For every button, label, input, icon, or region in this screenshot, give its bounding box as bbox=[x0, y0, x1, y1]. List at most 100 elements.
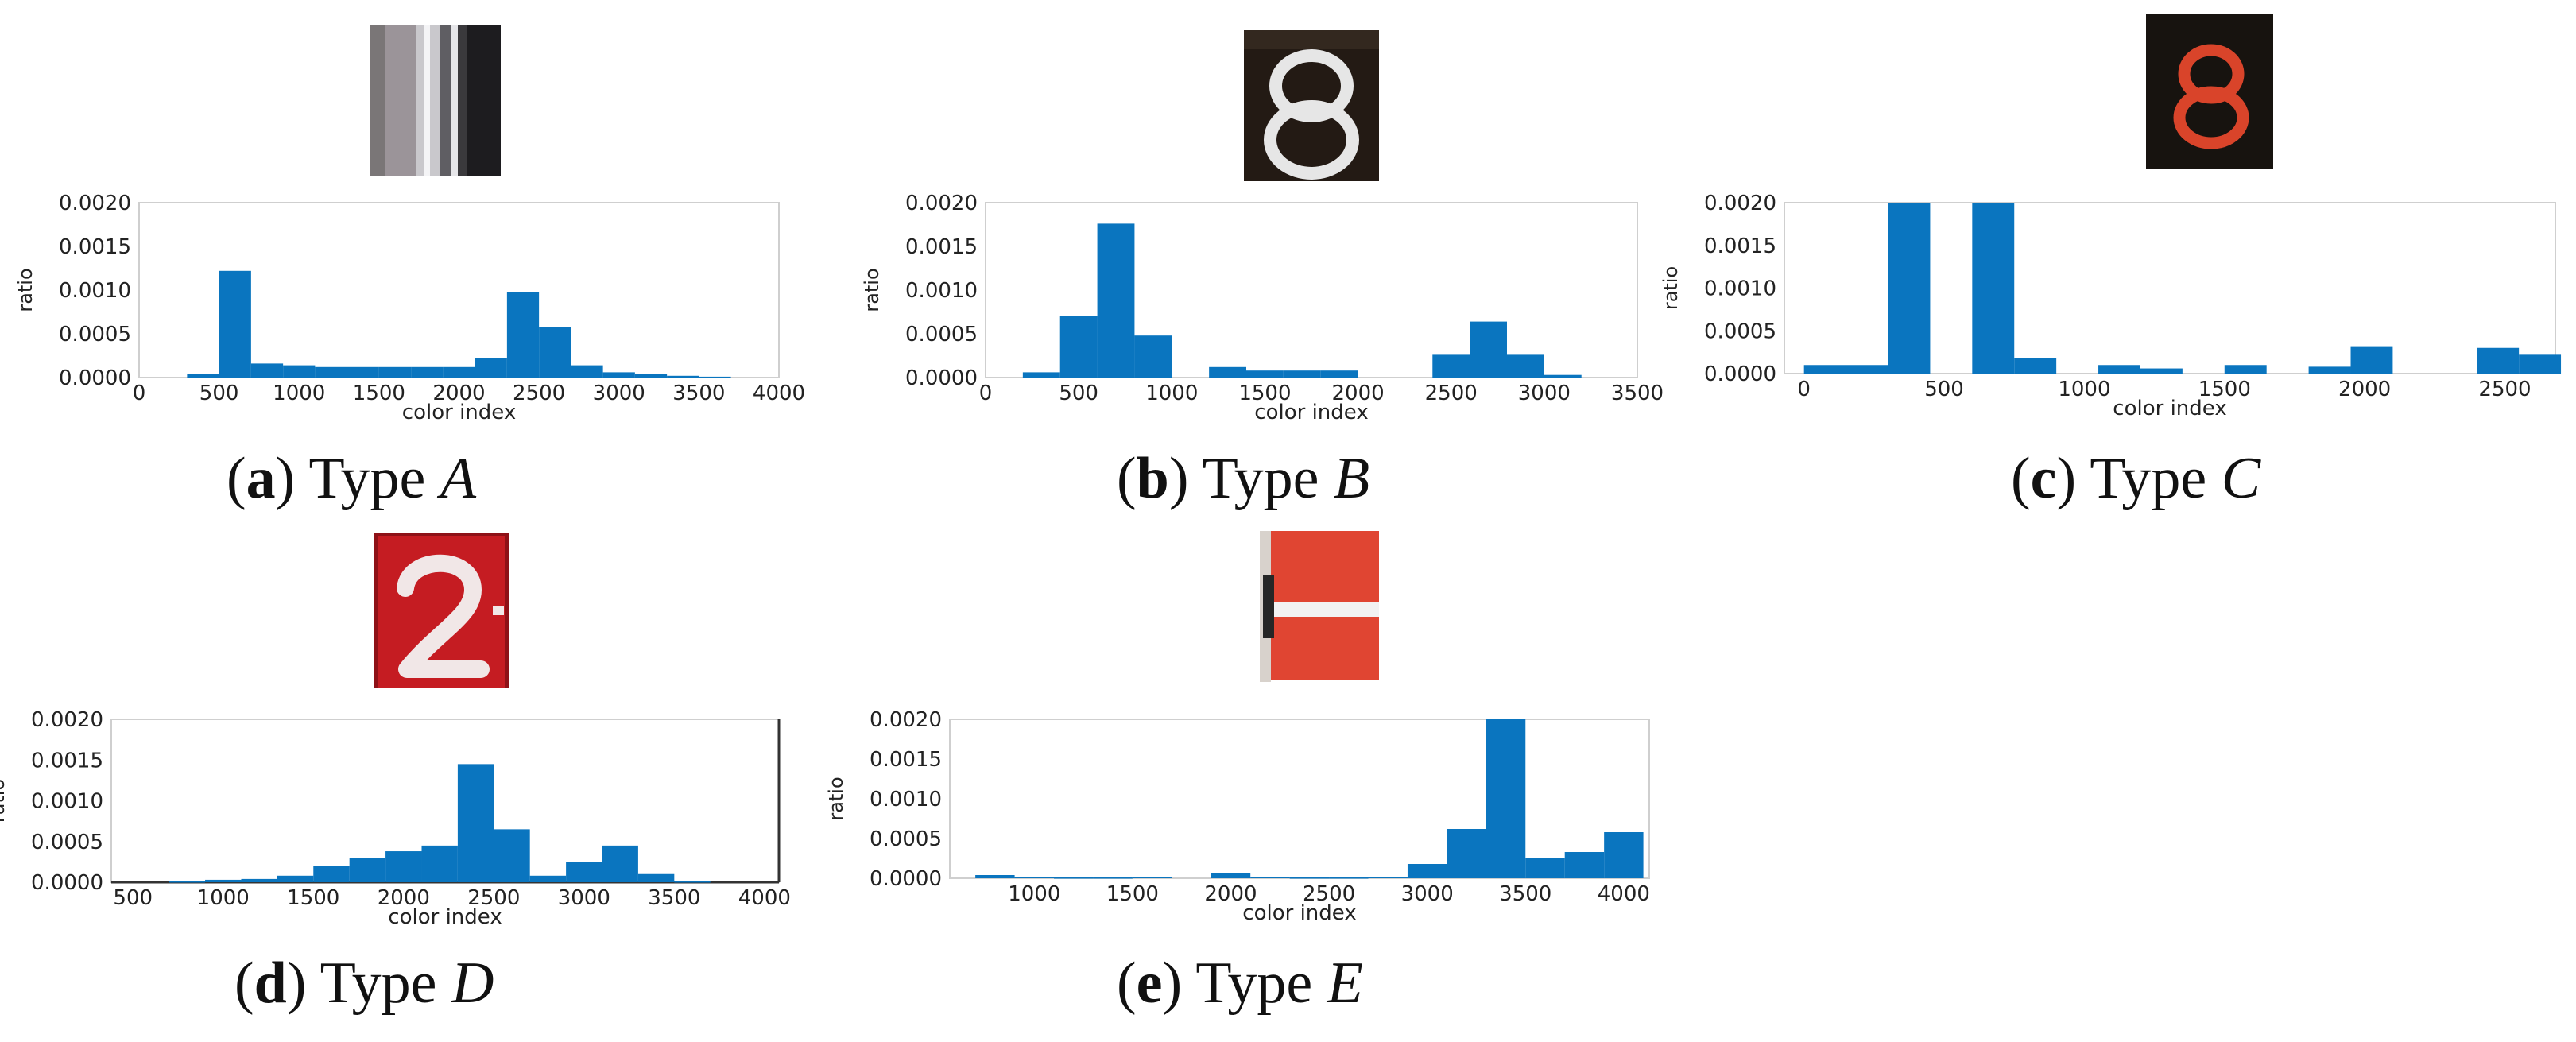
chart-group-e: 0.0000 0.0005 0.0010 0.0015 0.0020 1000 1500 20… bbox=[825, 708, 1650, 925]
caption-a: (a) Type A bbox=[227, 446, 477, 511]
xtick-label-e-2: 2000 bbox=[1204, 882, 1257, 906]
y-axis-label-c: ratio bbox=[1660, 266, 1682, 310]
ytick-label-b-1: 0.0005 bbox=[905, 323, 978, 347]
white-two-on-red-thumbnail bbox=[374, 533, 509, 695]
bar-d-9 bbox=[457, 764, 494, 882]
ytick-label-a-1: 0.0005 bbox=[59, 323, 131, 347]
thumb-e bbox=[1260, 531, 1379, 694]
bar-a-10 bbox=[506, 292, 540, 378]
bar-c-2 bbox=[1888, 203, 1931, 374]
bar-a-13 bbox=[602, 372, 635, 378]
xtick-label-e-6: 4000 bbox=[1598, 882, 1650, 906]
bar-b-0 bbox=[1022, 372, 1060, 378]
xtick-label-e-1: 1500 bbox=[1106, 882, 1159, 906]
ytick-label-b-4: 0.0020 bbox=[905, 192, 978, 215]
bar-e-1 bbox=[1014, 877, 1055, 878]
bar-b-3 bbox=[1134, 335, 1172, 378]
bar-c-1 bbox=[1846, 365, 1888, 374]
xtick-label-e-4: 3000 bbox=[1401, 882, 1454, 906]
xtick-label-c-0: 0 bbox=[1797, 378, 1811, 401]
xtick-label-b-1: 500 bbox=[1059, 382, 1098, 405]
y-axis-label-d: ratio bbox=[0, 779, 9, 823]
ytick-label-c-3: 0.0015 bbox=[1704, 234, 1776, 258]
bar-e-16 bbox=[1604, 832, 1644, 878]
xtick-label-e-3: 2500 bbox=[1303, 882, 1355, 906]
x-axis-label-b: color index bbox=[1254, 401, 1368, 424]
xtick-label-a-0: 0 bbox=[133, 382, 146, 405]
xtick-label-a-6: 3000 bbox=[593, 382, 645, 405]
bar-a-9 bbox=[475, 358, 507, 378]
xtick-label-c-4: 2000 bbox=[2338, 378, 2391, 401]
bar-d-7 bbox=[385, 851, 422, 882]
bar-a-5 bbox=[347, 366, 379, 378]
bar-c-12 bbox=[2308, 366, 2351, 374]
ytick-label-a-4: 0.0020 bbox=[59, 192, 131, 215]
xtick-label-b-6: 3000 bbox=[1518, 382, 1571, 405]
chart-group-d: 0.0000 0.0005 0.0010 0.0015 0.0020 500 1000 150… bbox=[0, 708, 791, 929]
bar-e-10 bbox=[1368, 877, 1408, 878]
bar-d-2 bbox=[205, 879, 242, 882]
bar-d-8 bbox=[421, 845, 458, 882]
thumb-b bbox=[1244, 30, 1379, 189]
bar-e-14 bbox=[1525, 858, 1565, 878]
bar-a-0 bbox=[187, 374, 219, 378]
chart-group-b: 0.0000 0.0005 0.0010 0.0015 0.0020 0 500 1000 15… bbox=[861, 192, 1664, 424]
xtick-label-a-7: 3500 bbox=[672, 382, 725, 405]
bar-a-4 bbox=[315, 366, 347, 378]
thumb-c bbox=[2146, 14, 2273, 177]
caption-d: (d) Type D bbox=[234, 951, 494, 1016]
ytick-label-c-0: 0.0000 bbox=[1704, 362, 1776, 386]
xtick-label-a-8: 4000 bbox=[753, 382, 805, 405]
xtick-label-b-5: 2500 bbox=[1425, 382, 1478, 405]
ytick-label-c-4: 0.0020 bbox=[1704, 192, 1776, 215]
bar-c-8 bbox=[2140, 368, 2183, 374]
bar-e-11 bbox=[1407, 864, 1447, 878]
xtick-label-a-2: 1000 bbox=[273, 382, 325, 405]
bar-b-12 bbox=[1470, 321, 1507, 378]
ytick-label-e-3: 0.0015 bbox=[870, 748, 942, 772]
bar-b-1 bbox=[1059, 316, 1098, 378]
bar-a-3 bbox=[283, 365, 316, 378]
thumb-d bbox=[374, 533, 509, 695]
ytick-label-a-0: 0.0000 bbox=[59, 366, 131, 390]
orange-eight-on-black-thumbnail bbox=[2146, 14, 2273, 177]
ytick-label-b-3: 0.0015 bbox=[905, 235, 978, 259]
x-axis-label-d: color index bbox=[388, 905, 502, 929]
bar-e-15 bbox=[1564, 852, 1605, 878]
bar-b-13 bbox=[1507, 354, 1544, 378]
plot-frame bbox=[949, 719, 1650, 879]
ytick-label-d-2: 0.0010 bbox=[31, 790, 103, 814]
xtick-label-d-0: 500 bbox=[113, 886, 153, 910]
bar-b-7 bbox=[1283, 370, 1321, 378]
xtick-label-c-3: 1500 bbox=[2198, 378, 2251, 401]
ytick-label-a-2: 0.0010 bbox=[59, 279, 131, 303]
ytick-label-d-1: 0.0005 bbox=[31, 831, 103, 854]
bar-b-14 bbox=[1544, 374, 1582, 378]
bar-e-7 bbox=[1250, 877, 1290, 878]
bar-e-6 bbox=[1211, 873, 1251, 878]
bar-d-15 bbox=[674, 881, 711, 883]
xtick-label-b-3: 1500 bbox=[1238, 382, 1291, 405]
ytick-label-c-2: 0.0010 bbox=[1704, 277, 1776, 301]
bar-b-5 bbox=[1209, 366, 1246, 378]
ytick-label-b-2: 0.0010 bbox=[905, 279, 978, 303]
red-white-panel-thumbnail bbox=[1260, 531, 1379, 694]
xtick-label-d-1: 1000 bbox=[197, 886, 250, 910]
thumb-a bbox=[370, 25, 501, 188]
xtick-label-a-3: 1500 bbox=[353, 382, 405, 405]
bar-d-6 bbox=[349, 858, 386, 882]
y-axis-label-e: ratio bbox=[825, 777, 847, 820]
bar-a-6 bbox=[378, 366, 412, 378]
xtick-label-d-2: 1500 bbox=[287, 886, 339, 910]
xtick-label-d-4: 2500 bbox=[467, 886, 520, 910]
ytick-label-e-2: 0.0010 bbox=[870, 788, 942, 812]
xtick-label-c-5: 2500 bbox=[2478, 378, 2531, 401]
ytick-label-e-4: 0.0020 bbox=[870, 708, 942, 732]
xtick-label-a-1: 500 bbox=[199, 382, 239, 405]
bar-d-13 bbox=[602, 845, 638, 882]
bar-d-11 bbox=[529, 875, 567, 882]
ytick-label-c-1: 0.0005 bbox=[1704, 320, 1776, 343]
white-eight-on-black-thumbnail bbox=[1244, 30, 1379, 189]
x-axis-label-a: color index bbox=[402, 401, 516, 424]
